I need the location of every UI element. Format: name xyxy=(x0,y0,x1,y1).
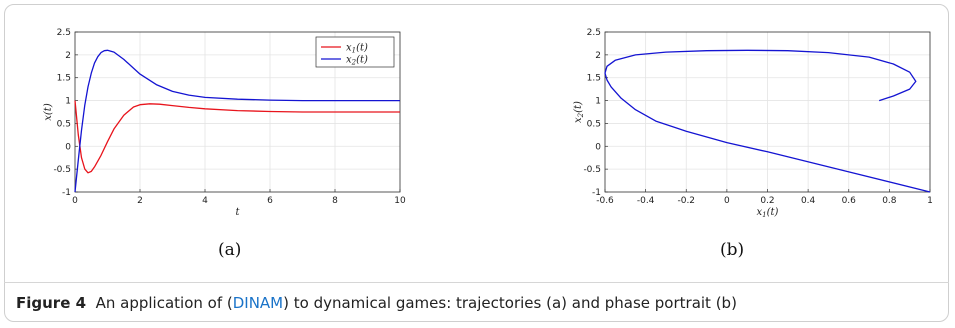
phase-portrait-plot: -0.6 -0.4 -0.2 0 0.2 0.4 0.6 0.8 1 -1 -0.5 0 0.5 1 1.5… xyxy=(573,28,933,217)
y-tick-label-7: 2.5 xyxy=(57,28,71,38)
legend-box xyxy=(315,36,395,68)
x-tick-label-1: -0.4 xyxy=(637,196,655,206)
subfigure-label-a: (a) xyxy=(218,240,242,260)
x-tick-label-3: 0 xyxy=(724,196,730,206)
y-tick-label-4: 1 xyxy=(595,97,601,107)
y-axis-label: x(t) xyxy=(43,103,54,121)
y-tick-label-1: -0.5 xyxy=(583,165,601,175)
y-axis-label: x2(t) xyxy=(573,101,585,123)
y-tick-label-6: 2 xyxy=(65,51,71,61)
y-tick-label-3: 0.5 xyxy=(57,119,71,129)
series-line-1 xyxy=(604,49,931,193)
x-axis-label: x1(t) xyxy=(757,207,779,217)
figure-frame xyxy=(4,4,949,322)
y-tick-label-0: -1 xyxy=(62,188,71,198)
caption-text-pre: An application of ( xyxy=(95,294,233,312)
x-axis-label: t xyxy=(235,207,240,217)
y-tick-label-7: 2.5 xyxy=(587,28,601,38)
y-tick-label-1: -0.5 xyxy=(53,165,71,175)
dinam-link[interactable]: DINAM xyxy=(232,294,284,312)
x-tick-label-5: 10 xyxy=(394,196,406,206)
x-tick-label-0: -0.6 xyxy=(596,196,614,206)
x-tick-label-4: 8 xyxy=(332,196,338,206)
x-tick-label-1: 2 xyxy=(137,196,143,206)
y-tick-label-2: 0 xyxy=(65,142,71,152)
figure-caption: Figure 4 An application of (DINAM) to dy… xyxy=(16,294,737,312)
x-tick-label-7: 0.8 xyxy=(882,196,897,206)
trajectories-plot: 0 2 4 6 8 10 -1 -0.5 0 0.5 1 1.5 2 2.5 t x(t) x1(t)x2(t) xyxy=(43,28,406,217)
y-tick-label-2: 0 xyxy=(595,142,601,152)
caption-divider xyxy=(4,282,949,283)
x-tick-label-4: 0.2 xyxy=(760,196,774,206)
series-line-1 xyxy=(74,100,400,174)
subfigure-label-b: (b) xyxy=(720,240,745,260)
legend-entry-1: x1(t) xyxy=(346,43,368,55)
y-tick-label-4: 1 xyxy=(65,97,71,107)
y-tick-label-5: 1.5 xyxy=(57,74,71,84)
x-tick-label-0: 0 xyxy=(72,196,78,206)
series-line-2 xyxy=(74,49,400,193)
legend-entry-2: x2(t) xyxy=(346,55,368,67)
y-tick-label-0: -1 xyxy=(592,188,601,198)
y-tick-label-5: 1.5 xyxy=(587,74,601,84)
caption-text-post: ) to dynamical games: trajectories (a) a… xyxy=(283,294,737,312)
x-tick-label-6: 0.6 xyxy=(842,196,857,206)
x-tick-label-2: -0.2 xyxy=(677,196,695,206)
x-tick-label-2: 4 xyxy=(202,196,208,206)
y-tick-label-6: 2 xyxy=(595,51,601,61)
x-tick-label-8: 1 xyxy=(927,196,933,206)
caption-label: Figure 4 xyxy=(16,294,87,312)
x-tick-label-3: 6 xyxy=(267,196,273,206)
x-tick-label-5: 0.4 xyxy=(801,196,816,206)
y-tick-label-3: 0.5 xyxy=(587,119,601,129)
